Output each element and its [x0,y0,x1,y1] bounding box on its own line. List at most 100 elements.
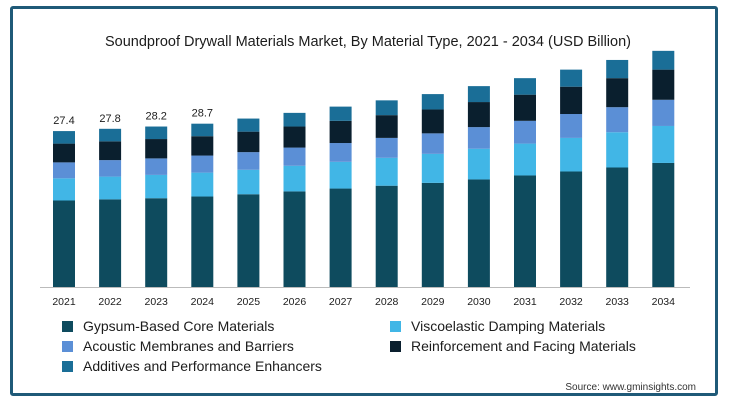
data-label: 28.7 [192,108,213,120]
bar-2034-series-2 [652,99,675,126]
bar-2025-series-4 [237,118,260,132]
x-tick-label: 2031 [513,296,537,308]
bar-2026-series-2 [283,147,306,166]
bar-2033-series-2 [606,107,629,133]
bar-2033-series-0 [606,167,629,287]
bar-2031-series-0 [514,175,536,287]
bar-2023-series-2 [145,158,168,175]
bar-2027-series-0 [329,188,352,287]
x-tick-label: 2026 [283,296,307,308]
bar-2021-series-0 [53,200,75,287]
bar-2025-series-0 [237,194,260,287]
bar-2027-series-4 [329,106,352,121]
legend-label-additives: Additives and Performance Enhancers [83,358,322,374]
bar-2028-series-4 [375,100,398,116]
bar-2034-series-0 [652,162,675,287]
bar-2032-series-4 [560,69,583,87]
bar-2026-series-0 [283,191,306,287]
legend-swatch-acoustic [62,340,73,352]
legend-label-viscoelastic: Viscoelastic Damping Materials [411,318,606,334]
bar-2022-series-0 [99,199,122,287]
data-label: 27.8 [99,113,120,125]
x-tick-label: 2029 [421,296,445,308]
legend-swatch-gypsum [62,320,73,332]
bar-2034-series-4 [652,50,675,70]
x-tick-label: 2022 [98,296,122,308]
bar-2022-series-4 [99,128,122,142]
bar-2022-series-1 [99,176,122,200]
bar-chart: 2021 27.4 2022 27.8 2023 28.2 2024 28.7 2025 2026… [40,50,690,308]
bar-2030-series-3 [467,102,490,128]
data-label: 27.4 [53,115,74,127]
bar-2028-series-1 [375,157,398,186]
bar-2021-series-3 [53,143,75,163]
x-tick-label: 2023 [145,296,169,308]
chart-frame [10,6,718,396]
bar-2026-series-3 [283,126,306,148]
bar-2029-series-4 [421,94,444,110]
legend-item-gypsum: Gypsum-Based Core Materials [62,318,274,334]
bar-2026-series-4 [283,112,306,127]
x-tick-label: 2030 [467,296,491,308]
legend-swatch-additives [62,360,73,372]
bar-2022-series-2 [99,160,122,177]
legend-swatch-reinforcement [390,340,401,352]
x-tick-label: 2032 [559,296,583,308]
legend-item-acoustic: Acoustic Membranes and Barriers [62,338,294,354]
legend-item-additives: Additives and Performance Enhancers [62,358,322,374]
bar-2031-series-1 [514,143,536,176]
x-tick-label: 2033 [606,296,630,308]
bar-2024-series-1 [191,172,214,197]
bar-2032-series-3 [560,86,583,115]
bar-2030-series-4 [467,86,490,103]
bar-2034-series-3 [652,69,675,100]
bar-2033-series-3 [606,78,629,108]
bar-2027-series-3 [329,120,352,144]
bar-2031-series-3 [514,94,536,121]
x-tick-label: 2027 [329,296,353,308]
bar-2026-series-1 [283,165,306,192]
bar-2030-series-1 [467,148,490,180]
bar-2029-series-2 [421,133,444,154]
bar-2033-series-4 [606,59,629,79]
bar-2021-series-1 [53,178,75,201]
bar-2023-series-3 [145,139,168,159]
legend-label-gypsum: Gypsum-Based Core Materials [83,318,275,334]
bar-2023-series-0 [145,198,168,287]
legend-swatch-viscoelastic [390,320,401,332]
bar-2024-series-4 [191,123,214,137]
chart-title: Soundproof Drywall Materials Market, By … [105,34,631,50]
x-tick-label: 2025 [237,296,261,308]
legend-label-acoustic: Acoustic Membranes and Barriers [83,338,294,354]
data-label: 28.2 [145,111,166,123]
bar-2031-series-4 [514,78,536,95]
bar-2029-series-1 [421,153,444,183]
bar-2024-series-0 [191,196,214,287]
bar-2032-series-0 [560,171,583,287]
bar-2025-series-3 [237,131,260,153]
x-tick-label: 2034 [652,296,676,308]
bar-2032-series-2 [560,114,583,138]
bar-2028-series-2 [375,137,398,158]
x-tick-label: 2024 [191,296,215,308]
bar-2022-series-3 [99,141,122,161]
bar-2029-series-0 [421,182,444,287]
legend-item-reinforcement: Reinforcement and Facing Materials [390,338,636,354]
bar-2030-series-0 [467,179,490,287]
bar-2031-series-2 [514,120,536,144]
bar-2030-series-2 [467,127,490,149]
bar-2021-series-2 [53,162,75,179]
legend-label-reinforcement: Reinforcement and Facing Materials [411,338,636,354]
bar-2025-series-2 [237,152,260,170]
source-note: Source: www.gminsights.com [565,382,696,393]
bar-2023-series-4 [145,126,168,140]
bar-2023-series-1 [145,174,168,199]
bar-2024-series-2 [191,155,214,173]
bar-2033-series-1 [606,132,629,168]
bar-2029-series-3 [421,109,444,134]
bar-2025-series-1 [237,169,260,195]
bar-2034-series-1 [652,125,675,163]
x-tick-label: 2021 [52,296,76,308]
legend-item-viscoelastic: Viscoelastic Damping Materials [390,318,605,334]
bar-2028-series-3 [375,115,398,138]
